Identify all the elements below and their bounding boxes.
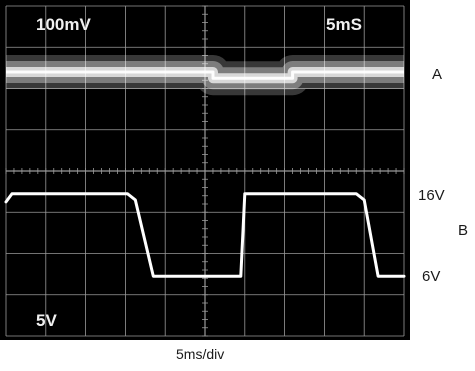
trace-b <box>4 192 406 278</box>
volts-per-div-channel-a: 100mV <box>36 15 91 34</box>
trace-b-label: B <box>458 222 469 239</box>
graticule <box>5 5 405 337</box>
time-per-div-readout: 5mS <box>326 15 362 34</box>
trace-a-label: A <box>432 66 443 83</box>
trace-a-line <box>6 70 404 80</box>
timebase-label: 5ms/div <box>176 346 225 362</box>
high-level-label: 16V <box>418 187 445 204</box>
trace-a <box>6 55 404 96</box>
volts-per-div-channel-b: 5V <box>36 311 57 330</box>
trace-b-line <box>4 192 406 278</box>
oscilloscope-screen: 100mV 5mS 5V <box>0 0 410 340</box>
low-level-label: 6V <box>422 268 441 285</box>
